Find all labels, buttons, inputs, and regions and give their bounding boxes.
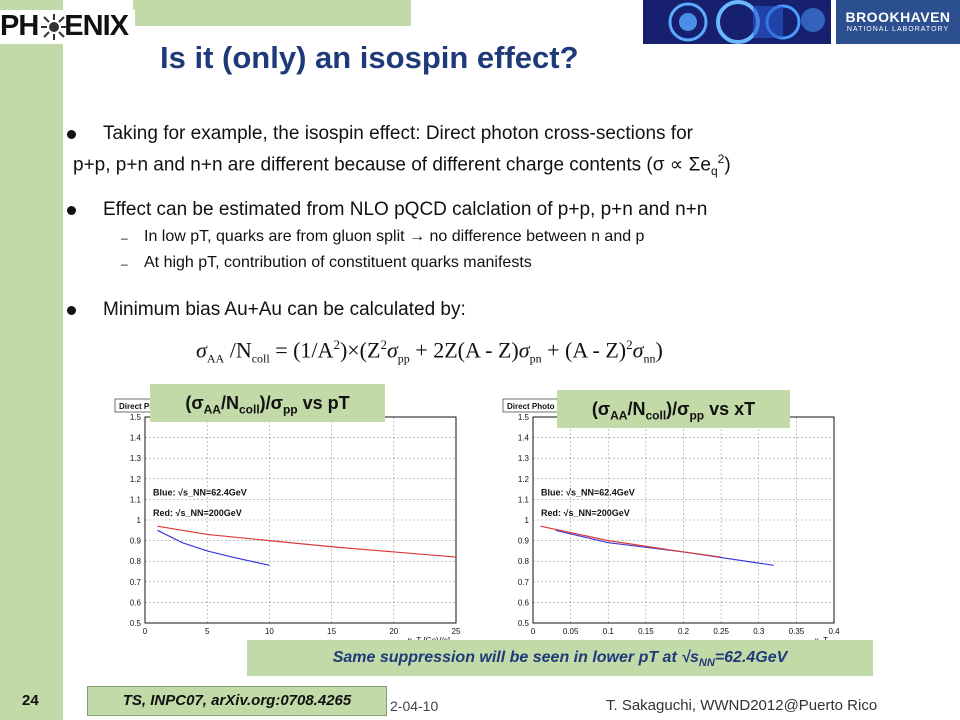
bullet-1-line-2: p+p, p+n and n+n are different because o… <box>73 152 731 179</box>
x-tick-label: 0.15 <box>638 627 654 636</box>
x-tick-label: 5 <box>205 627 210 636</box>
label-vs-pt: (σAA/Ncoll)/σpp vs pT <box>150 384 385 422</box>
y-tick-label: 0.9 <box>518 537 530 546</box>
equation: σAA /Ncoll = (1/A2)×(Z2σpp + 2Z(A - Z)σp… <box>196 337 663 366</box>
logo-text-right: ENIX <box>64 10 129 42</box>
x-tick-label: 0.05 <box>563 627 579 636</box>
label-vs-xt: (σAA/Ncoll)/σpp vs xT <box>557 390 790 428</box>
logo-text-left: PH <box>0 10 39 42</box>
y-tick-label: 1.5 <box>130 413 142 422</box>
slide-title: Is it (only) an isospin effect? <box>160 40 579 75</box>
bullet-2: Effect can be estimated from NLO pQCD ca… <box>103 199 708 220</box>
phenix-logo: PH ENIX <box>0 10 135 44</box>
y-tick-label: 1.1 <box>518 495 530 504</box>
y-tick-label: 1 <box>137 516 142 525</box>
y-tick-label: 0.7 <box>130 578 142 587</box>
y-tick-label: 1.3 <box>518 454 530 463</box>
bnl-logo-line1: BROOKHAVEN <box>845 9 951 25</box>
x-tick-label: 0.1 <box>603 627 615 636</box>
series-line-blue <box>555 529 774 566</box>
series-line-blue <box>157 529 270 566</box>
bnl-logo-line2: NATIONAL LABORATORY <box>846 26 950 33</box>
y-tick-label: 1.2 <box>130 475 142 484</box>
sub-bullet-dash: – <box>121 231 128 245</box>
x-tick-label: 0.2 <box>678 627 690 636</box>
sub-bullet-1: In low pT, quarks are from gluon split →… <box>144 228 645 245</box>
y-tick-label: 1.2 <box>518 475 530 484</box>
sub-bullet-dash: – <box>121 257 128 271</box>
x-tick-label: 0.3 <box>753 627 765 636</box>
x-tick-label: 0.4 <box>828 627 840 636</box>
bullet-dot <box>67 206 76 215</box>
footer-date: 2-04-10 <box>390 698 439 714</box>
y-tick-label: 1.3 <box>130 454 142 463</box>
y-tick-label: 0.5 <box>130 619 142 628</box>
citation-box: TS, INPC07, arXiv.org:0708.4265 <box>87 686 387 716</box>
bullet-dot <box>67 130 76 139</box>
x-tick-label: 0 <box>143 627 148 636</box>
y-tick-label: 0.8 <box>518 557 530 566</box>
content-area <box>63 112 960 344</box>
x-tick-label: 20 <box>389 627 398 636</box>
bullet-1-line-1: Taking for example, the isospin effect: … <box>103 123 693 144</box>
x-tick-label: 0 <box>531 627 536 636</box>
arrow-right-icon: → <box>409 228 426 245</box>
phoenix-sun-icon <box>41 14 67 40</box>
y-tick-label: 0.9 <box>130 537 142 546</box>
y-tick-label: 0.6 <box>518 598 530 607</box>
y-tick-label: 1.4 <box>130 434 142 443</box>
footnote-box: Same suppression will be seen in lower p… <box>247 640 873 676</box>
x-tick-label: 0.25 <box>713 627 729 636</box>
detector-image <box>643 0 831 44</box>
plot-title: Direct Ph <box>119 402 154 411</box>
legend-blue: Blue: √s_NN=62.4GeV <box>153 487 247 497</box>
series-line-red <box>540 525 722 558</box>
y-tick-label: 0.6 <box>130 598 142 607</box>
y-tick-label: 0.8 <box>130 557 142 566</box>
y-tick-label: 0.7 <box>518 578 530 587</box>
x-tick-label: 10 <box>265 627 274 636</box>
sub-bullet-2: At high pT, contribution of constituent … <box>144 254 532 271</box>
left-decor-bar <box>0 0 63 720</box>
plot-pt: 0 5 10 15 20 25 0.5 0.6 0.7 0.8 0.9 1 1.1 1.2 1.3 1.4 1.… <box>110 395 470 645</box>
bnl-logo: BROOKHAVEN NATIONAL LABORATORY <box>836 0 960 44</box>
x-tick-label: 15 <box>327 627 336 636</box>
legend-red: Red: √s_NN=200GeV <box>541 508 630 518</box>
top-decor-bar <box>133 0 411 26</box>
x-tick-label: 25 <box>452 627 461 636</box>
page-number: 24 <box>22 692 39 709</box>
footer-author: T. Sakaguchi, WWND2012@Puerto Rico <box>606 697 878 714</box>
y-tick-label: 1.4 <box>518 434 530 443</box>
legend-red: Red: √s_NN=200GeV <box>153 508 242 518</box>
plot-xt: 0 0.05 0.1 0.15 0.2 0.25 0.3 0.35 0.4 0.5 0.6 0.7 0.… <box>498 395 848 645</box>
y-tick-label: 1.1 <box>130 495 142 504</box>
plot-title: Direct Photo <box>507 402 555 411</box>
y-tick-label: 1.5 <box>518 413 530 422</box>
bullet-3: Minimum bias Au+Au can be calculated by: <box>103 299 466 320</box>
y-tick-label: 0.5 <box>518 619 530 628</box>
legend-blue: Blue: √s_NN=62.4GeV <box>541 487 635 497</box>
y-tick-label: 1 <box>525 516 530 525</box>
x-tick-label: 0.35 <box>789 627 805 636</box>
bullet-dot <box>67 306 76 315</box>
series-line-red <box>157 525 457 558</box>
